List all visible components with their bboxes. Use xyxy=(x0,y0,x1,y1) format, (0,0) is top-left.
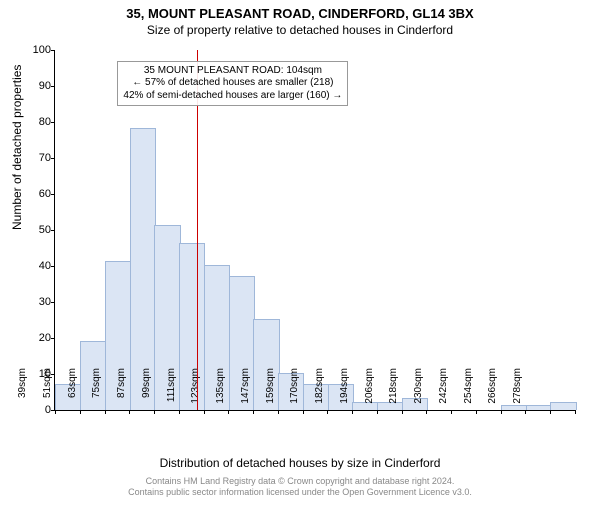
chart-title: 35, MOUNT PLEASANT ROAD, CINDERFORD, GL1… xyxy=(0,6,600,21)
histogram-bar xyxy=(526,405,552,410)
y-tick-mark xyxy=(51,50,55,51)
x-tick-mark xyxy=(402,410,403,414)
x-tick-mark xyxy=(179,410,180,414)
x-tick-mark xyxy=(327,410,328,414)
x-tick-label: 51sqm xyxy=(42,368,53,414)
y-tick-label: 80 xyxy=(21,116,51,128)
x-tick-mark xyxy=(377,410,378,414)
y-tick-mark xyxy=(51,158,55,159)
x-tick-label: 111sqm xyxy=(166,368,177,414)
annotation-line: 42% of semi-detached houses are larger (… xyxy=(123,90,342,103)
x-tick-mark xyxy=(129,410,130,414)
x-tick-label: 135sqm xyxy=(215,368,226,414)
x-tick-mark xyxy=(278,410,279,414)
x-tick-mark xyxy=(204,410,205,414)
x-tick-label: 266sqm xyxy=(487,368,498,414)
x-tick-label: 99sqm xyxy=(141,368,152,414)
x-tick-label: 170sqm xyxy=(289,368,300,414)
x-tick-label: 159sqm xyxy=(265,368,276,414)
y-tick-label: 90 xyxy=(21,80,51,92)
x-tick-label: 206sqm xyxy=(364,368,375,414)
y-tick-mark xyxy=(51,86,55,87)
x-tick-label: 254sqm xyxy=(463,368,474,414)
y-tick-label: 20 xyxy=(21,332,51,344)
y-tick-mark xyxy=(51,338,55,339)
x-tick-label: 230sqm xyxy=(413,368,424,414)
chart-container: 35, MOUNT PLEASANT ROAD, CINDERFORD, GL1… xyxy=(0,6,600,506)
x-tick-mark xyxy=(228,410,229,414)
x-tick-label: 63sqm xyxy=(67,368,78,414)
y-tick-mark xyxy=(51,302,55,303)
x-tick-mark xyxy=(476,410,477,414)
x-tick-mark xyxy=(550,410,551,414)
x-tick-label: 182sqm xyxy=(314,368,325,414)
x-tick-mark xyxy=(575,410,576,414)
plot-area: 010203040506070809010039sqm51sqm63sqm75s… xyxy=(54,50,575,411)
x-tick-mark xyxy=(105,410,106,414)
y-tick-label: 100 xyxy=(21,44,51,56)
y-tick-label: 30 xyxy=(21,296,51,308)
x-tick-label: 218sqm xyxy=(388,368,399,414)
y-tick-label: 50 xyxy=(21,224,51,236)
footer-line-2: Contains public sector information licen… xyxy=(0,487,600,498)
x-tick-label: 123sqm xyxy=(190,368,201,414)
annotation-line: ← 57% of detached houses are smaller (21… xyxy=(123,77,342,90)
x-tick-mark xyxy=(501,410,502,414)
y-tick-mark xyxy=(51,230,55,231)
x-tick-label: 147sqm xyxy=(240,368,251,414)
y-tick-mark xyxy=(51,194,55,195)
histogram-bar xyxy=(550,402,576,410)
y-tick-label: 70 xyxy=(21,152,51,164)
x-tick-label: 75sqm xyxy=(91,368,102,414)
y-tick-mark xyxy=(51,122,55,123)
x-tick-mark xyxy=(451,410,452,414)
chart-subtitle: Size of property relative to detached ho… xyxy=(0,23,600,37)
x-tick-mark xyxy=(352,410,353,414)
x-tick-mark xyxy=(303,410,304,414)
x-tick-label: 278sqm xyxy=(512,368,523,414)
footer-line-1: Contains HM Land Registry data © Crown c… xyxy=(0,476,600,487)
y-tick-label: 60 xyxy=(21,188,51,200)
y-tick-label: 40 xyxy=(21,260,51,272)
x-tick-label: 87sqm xyxy=(116,368,127,414)
annotation-box: 35 MOUNT PLEASANT ROAD: 104sqm← 57% of d… xyxy=(117,61,348,107)
x-tick-mark xyxy=(426,410,427,414)
x-tick-label: 194sqm xyxy=(339,368,350,414)
x-axis-label: Distribution of detached houses by size … xyxy=(0,456,600,470)
x-tick-mark xyxy=(55,410,56,414)
x-tick-mark xyxy=(80,410,81,414)
annotation-line: 35 MOUNT PLEASANT ROAD: 104sqm xyxy=(123,65,342,78)
x-tick-mark xyxy=(154,410,155,414)
footer-text: Contains HM Land Registry data © Crown c… xyxy=(0,476,600,498)
y-tick-mark xyxy=(51,266,55,267)
x-tick-label: 242sqm xyxy=(438,368,449,414)
x-tick-label: 39sqm xyxy=(17,368,28,414)
x-tick-mark xyxy=(253,410,254,414)
x-tick-mark xyxy=(525,410,526,414)
